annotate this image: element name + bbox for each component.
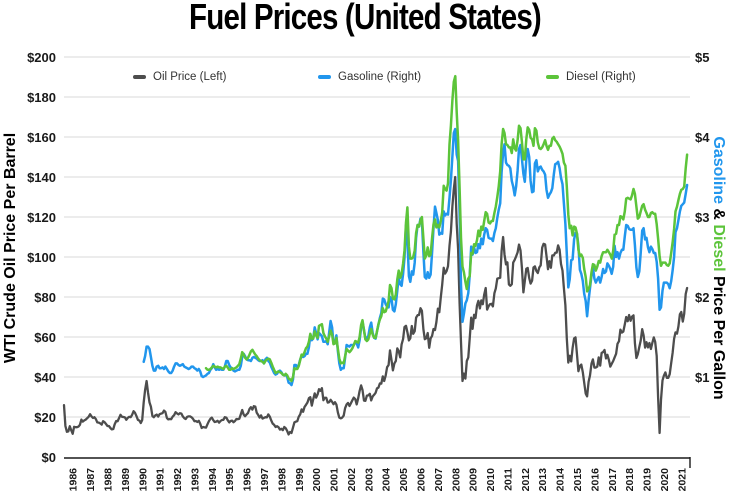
left-axis-tick-label: $120 bbox=[27, 210, 56, 225]
x-axis-year-label: 1987 bbox=[85, 468, 97, 492]
right-axis-tick-label: $5 bbox=[695, 50, 709, 65]
x-axis-year-label: 1986 bbox=[68, 468, 80, 492]
x-axis-year-label: 2000 bbox=[311, 468, 323, 492]
left-axis-tick-label: $200 bbox=[27, 50, 56, 65]
right-axis-title-part: & bbox=[710, 203, 727, 225]
x-axis-year-label: 2021 bbox=[676, 468, 688, 492]
right-axis-title-part: Diesel bbox=[710, 224, 727, 272]
x-axis-year-label: 1992 bbox=[172, 468, 184, 492]
right-axis-title-part: Price Per Gallon bbox=[710, 271, 727, 400]
x-axis-year-label: 2003 bbox=[363, 468, 375, 492]
x-axis-year-label: 2018 bbox=[624, 468, 636, 492]
x-axis-year-label: 2013 bbox=[537, 468, 549, 492]
x-axis-year-label: 2020 bbox=[659, 468, 671, 492]
x-axis-year-label: 1991 bbox=[155, 468, 167, 492]
left-axis-tick-label: $20 bbox=[34, 410, 56, 425]
oil-price-line bbox=[62, 175, 689, 436]
x-axis-year-label: 2006 bbox=[415, 468, 427, 492]
x-axis-year-label: 1994 bbox=[207, 468, 219, 492]
x-axis-year-label: 2014 bbox=[555, 468, 567, 492]
x-axis-year-label: 2015 bbox=[572, 468, 584, 492]
x-axis-year-label: 2009 bbox=[468, 468, 480, 492]
right-axis-tick-label: $4 bbox=[695, 130, 710, 145]
left-axis-tick-label: $100 bbox=[27, 250, 56, 265]
x-axis-year-label: 1990 bbox=[137, 468, 149, 492]
right-axis-tick-label: $3 bbox=[695, 210, 709, 225]
x-axis-year-label: 2011 bbox=[502, 468, 514, 491]
x-axis-year-label: 2016 bbox=[589, 468, 601, 492]
x-axis-year-label: 2012 bbox=[520, 468, 532, 492]
x-axis-year-label: 1998 bbox=[276, 468, 288, 492]
x-axis-year-label: 2002 bbox=[346, 468, 358, 492]
diesel-line bbox=[204, 74, 689, 383]
left-axis-tick-label: $160 bbox=[27, 130, 56, 145]
x-axis-year-label: 1999 bbox=[294, 468, 306, 492]
left-axis-tick-label: $180 bbox=[27, 90, 56, 105]
left-axis-tick-label: $40 bbox=[34, 370, 56, 385]
left-axis-tick-label: $60 bbox=[34, 330, 56, 345]
right-axis-title-part: Gasoline bbox=[710, 136, 727, 204]
right-axis-title-text: Gasoline & Diesel Price Per Gallon bbox=[709, 136, 727, 399]
x-axis-year-label: 1988 bbox=[102, 468, 114, 492]
left-axis-tick-label: $0 bbox=[42, 450, 56, 465]
left-axis-title-text: WTI Crude Oil Price Per Barrel bbox=[2, 132, 19, 364]
x-axis-year-label: 2004 bbox=[381, 468, 393, 492]
x-axis-year-label: 1989 bbox=[120, 468, 132, 492]
x-axis-year-label: 1997 bbox=[259, 468, 271, 492]
x-axis-year-label: 2001 bbox=[329, 468, 341, 492]
x-axis-year-label: 2008 bbox=[450, 468, 462, 492]
left-axis-tick-label: $80 bbox=[34, 290, 56, 305]
chart-title: Fuel Prices (United States) bbox=[189, 0, 542, 37]
x-axis-year-label: 2005 bbox=[398, 468, 410, 492]
right-axis-tick-label: $2 bbox=[695, 290, 709, 305]
x-axis-year-label: 2010 bbox=[485, 468, 497, 492]
x-axis-year-label: 1996 bbox=[242, 468, 254, 492]
x-axis-year-label: 2019 bbox=[642, 468, 654, 492]
x-axis-year-label: 2017 bbox=[607, 468, 619, 492]
left-axis-tick-label: $140 bbox=[27, 170, 56, 185]
x-axis-year-label: 2007 bbox=[433, 468, 445, 492]
right-axis-tick-label: $1 bbox=[695, 370, 709, 385]
x-axis-year-label: 1995 bbox=[224, 468, 236, 492]
x-axis-year-label: 1993 bbox=[189, 468, 201, 492]
